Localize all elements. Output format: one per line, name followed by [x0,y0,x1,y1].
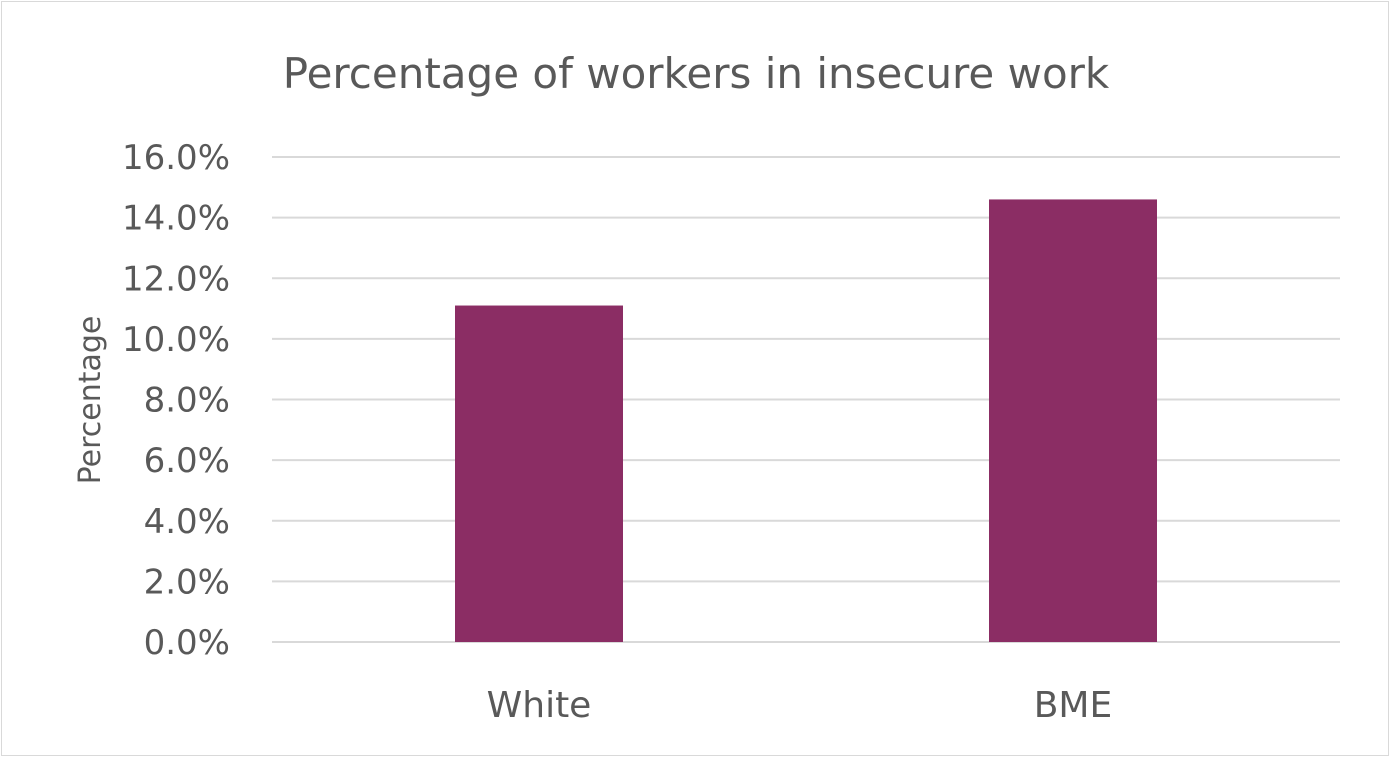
y-tick-label: 8.0% [144,381,230,421]
bar-bme [989,199,1157,642]
y-tick-label: 4.0% [144,502,230,542]
y-tick-label: 2.0% [144,562,230,602]
y-tick-label: 14.0% [122,199,230,239]
y-tick-label: 12.0% [122,259,230,299]
bars [455,199,1157,642]
bar-white [455,305,623,642]
chart-title: Percentage of workers in insecure work [283,49,1110,98]
y-tick-label: 10.0% [122,320,230,360]
y-axis-tick-labels: 0.0% 2.0% 4.0% 6.0% 8.0% 10.0% 12.0% 14.0% 16.0% [122,138,230,663]
y-axis-title: Percentage [73,316,108,485]
x-axis-category-labels: White BME [487,685,1113,726]
x-category-label: White [487,685,592,726]
y-tick-label: 0.0% [144,623,230,663]
x-category-label: BME [1034,685,1113,726]
y-tick-label: 16.0% [122,138,230,178]
y-tick-label: 6.0% [144,441,230,481]
gridlines [272,156,1340,643]
